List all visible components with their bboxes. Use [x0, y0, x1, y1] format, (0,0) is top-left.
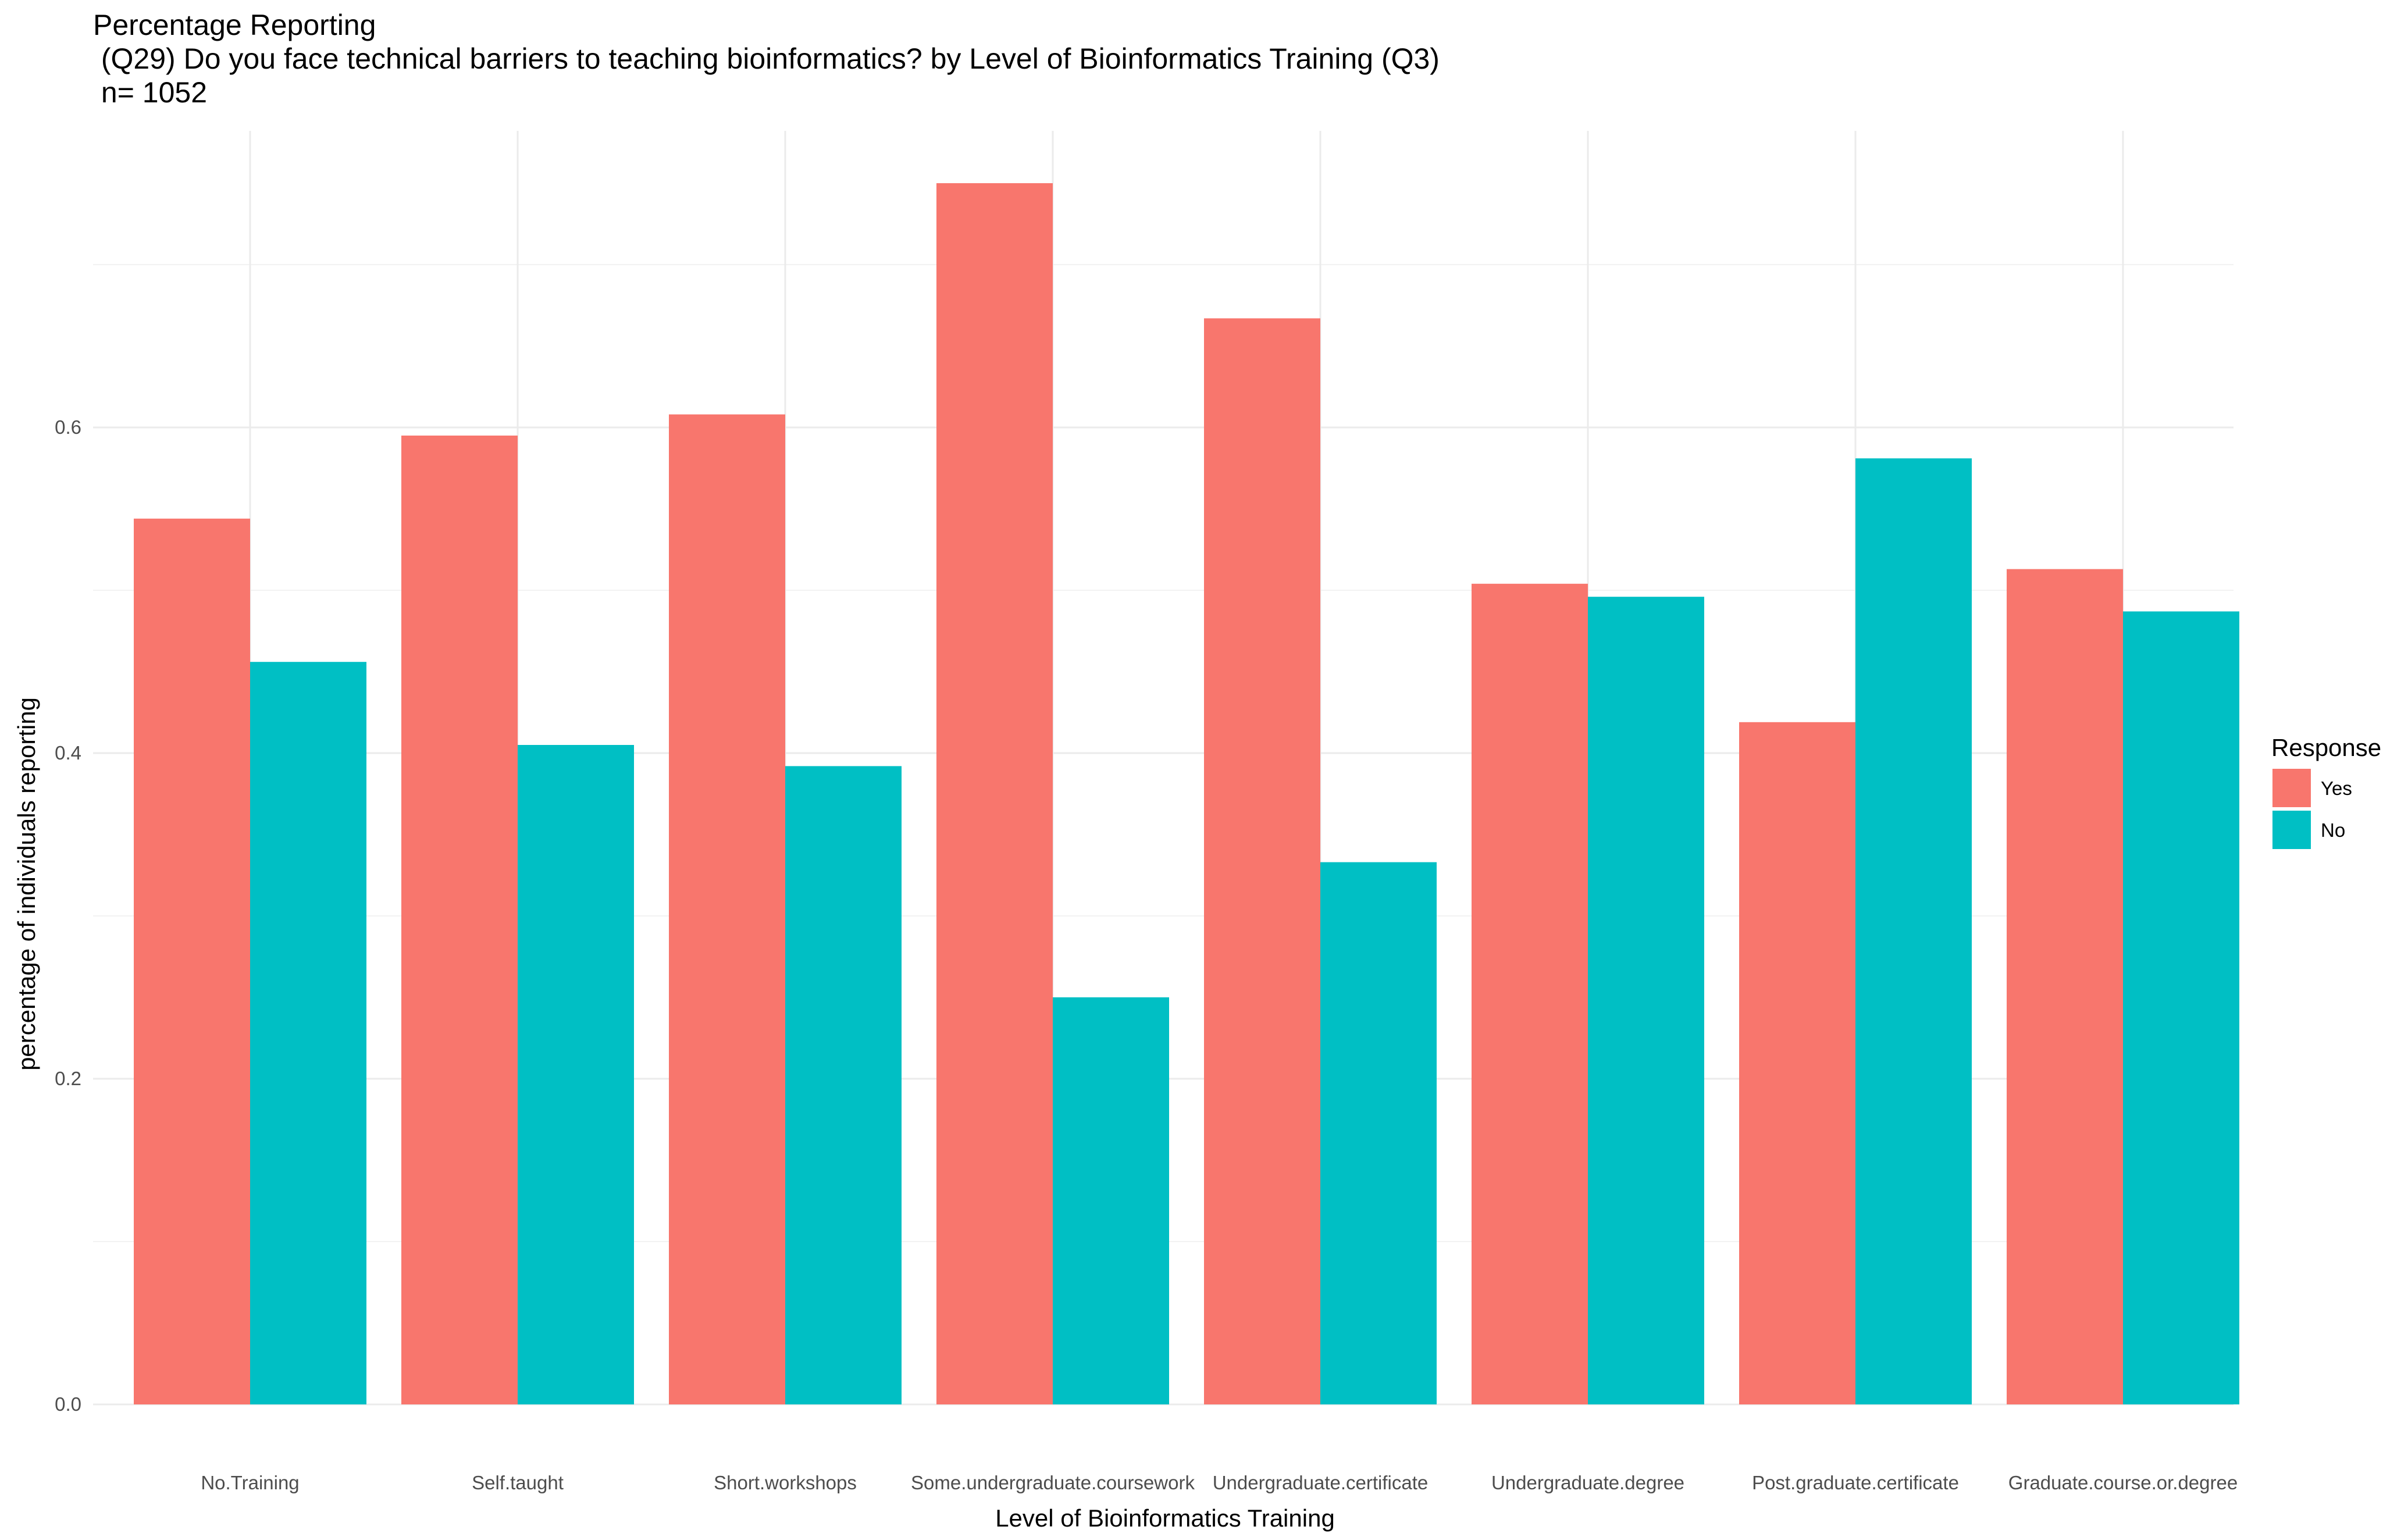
- bar-yes-5: [1472, 583, 1588, 1404]
- bar-no-7: [2123, 611, 2239, 1404]
- bar-yes-0: [134, 518, 250, 1404]
- bar-yes-2: [669, 414, 785, 1404]
- x-axis-tick-labels: No.Training Self.taught Short.workshops Som…: [201, 1472, 2238, 1493]
- chart-title-group: Percentage Reporting (Q29) Do you face t…: [93, 9, 1440, 109]
- legend-label-no: No: [2321, 819, 2345, 841]
- bar-yes-7: [2007, 569, 2123, 1404]
- x-tick-label: Post.graduate.certificate: [1752, 1472, 1959, 1493]
- x-tick-label: Graduate.course.or.degree: [2008, 1472, 2238, 1493]
- bar-yes-1: [401, 436, 518, 1404]
- y-axis-title: percentage of individuals reporting: [13, 697, 40, 1071]
- bar-yes-4: [1204, 318, 1320, 1404]
- bar-no-0: [250, 662, 366, 1404]
- legend-key-yes: [2272, 769, 2311, 807]
- y-tick-label: 0.6: [55, 416, 81, 438]
- bar-yes-6: [1739, 722, 1855, 1404]
- bar-no-3: [1053, 997, 1169, 1404]
- legend: Response Yes No: [2271, 734, 2381, 849]
- y-tick-label: 0.0: [55, 1393, 81, 1415]
- bar-no-2: [785, 766, 902, 1404]
- y-tick-label: 0.2: [55, 1068, 81, 1089]
- bar-yes-3: [936, 183, 1053, 1404]
- bar-no-5: [1588, 597, 1704, 1404]
- legend-items: Yes No: [2272, 769, 2352, 849]
- x-tick-label: Short.workshops: [714, 1472, 857, 1493]
- x-tick-label: No.Training: [201, 1472, 299, 1493]
- x-tick-label: Undergraduate.certificate: [1213, 1472, 1429, 1493]
- x-tick-label: Some.undergraduate.coursework: [911, 1472, 1195, 1493]
- chart-subtitle-question: (Q29) Do you face technical barriers to …: [93, 42, 1440, 75]
- chart-title: Percentage Reporting: [93, 9, 376, 41]
- x-tick-label: Self.taught: [472, 1472, 564, 1493]
- legend-key-no: [2272, 811, 2311, 849]
- bar-no-1: [518, 745, 634, 1404]
- bar-no-6: [1855, 458, 1972, 1405]
- chart-subtitle-n: n= 1052: [93, 76, 207, 109]
- bar-no-4: [1320, 862, 1437, 1404]
- y-tick-label: 0.4: [55, 742, 81, 764]
- y-axis-tick-labels: 0.0 0.2 0.4 0.6: [55, 416, 81, 1415]
- legend-title: Response: [2271, 734, 2381, 761]
- bars-group: [134, 183, 2239, 1405]
- legend-label-yes: Yes: [2321, 778, 2352, 799]
- x-tick-label: Undergraduate.degree: [1491, 1472, 1684, 1493]
- x-axis-title: Level of Bioinformatics Training: [995, 1504, 1335, 1532]
